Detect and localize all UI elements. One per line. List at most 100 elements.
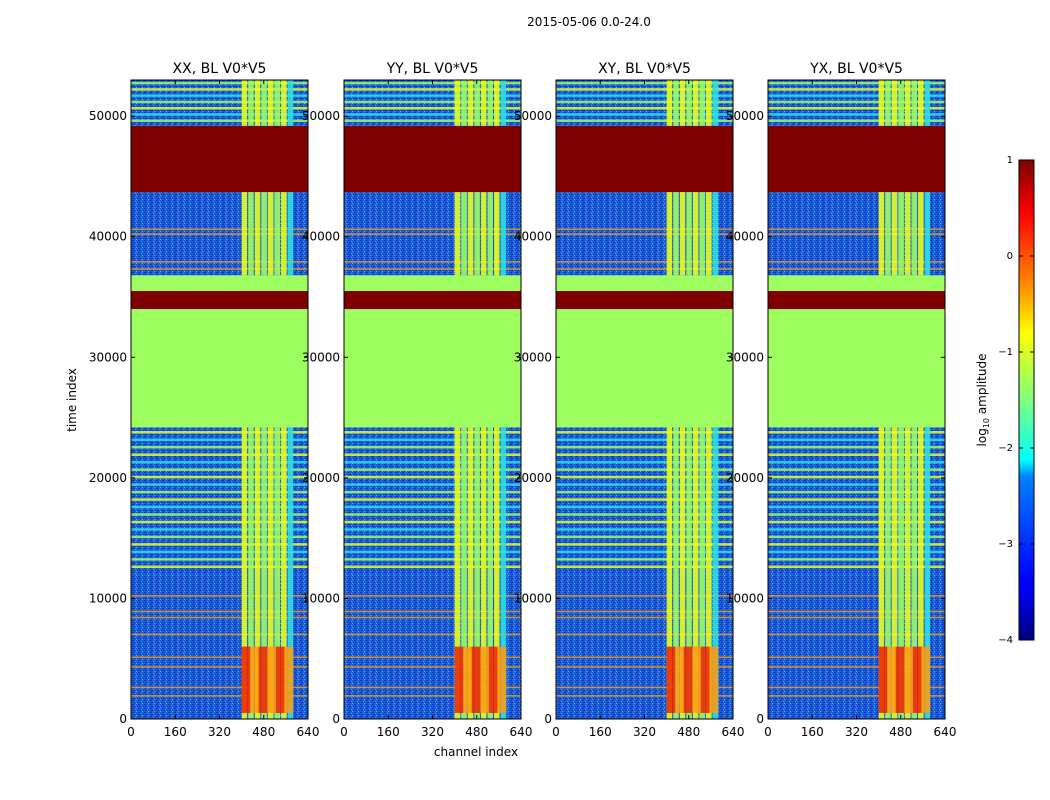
heatmap-stripe [768, 119, 945, 122]
heatmap-band [768, 275, 945, 291]
rfi-column [911, 427, 918, 719]
y-tick-label: 40000 [726, 230, 764, 244]
rfi-column [461, 192, 467, 276]
heatmap-stripe [768, 261, 945, 263]
rfi-column [267, 192, 274, 276]
heatmap-stripe [131, 106, 308, 110]
heatmap-stripe [556, 505, 733, 509]
heatmap-stripe [768, 94, 945, 97]
heatmap-stripe [556, 88, 733, 91]
heatmap-stripe [131, 610, 308, 613]
heatmap-stripe [131, 460, 308, 464]
heatmap-stripe [131, 88, 308, 91]
rfi-column [467, 80, 474, 126]
heatmap-stripe [768, 565, 945, 569]
heatmap-stripe [768, 513, 945, 516]
y-tick-label: 10000 [89, 591, 127, 605]
rfi-column [918, 427, 924, 719]
rfi-column [487, 192, 494, 276]
rfi-column [699, 192, 706, 276]
heatmap-stripe [768, 113, 945, 116]
heatmap-stripe [556, 475, 733, 479]
rfi-hot-block [878, 646, 888, 713]
heatmap-stripe [131, 633, 308, 636]
heatmap-stripe [131, 535, 308, 539]
heatmap-stripe [768, 616, 945, 619]
heatmap-stripe [556, 453, 733, 456]
x-tick-label: 320 [421, 725, 444, 739]
heatmap-band [768, 309, 945, 428]
heatmap-stripe [768, 228, 945, 231]
heatmap-stripe [344, 460, 521, 464]
heatmap-stripe [768, 610, 945, 613]
heatmap-stripe [768, 695, 945, 697]
rfi-column [706, 427, 712, 719]
heatmap-stripe [768, 498, 945, 501]
rfi-column [287, 427, 294, 719]
heatmap-stripe [131, 113, 308, 116]
heatmap-stripe [344, 475, 521, 479]
y-tick-label: 30000 [302, 350, 340, 364]
heatmap-band [556, 125, 733, 193]
heatmap-stripe [344, 233, 521, 235]
rfi-column [692, 427, 699, 719]
heatmap-stripe [768, 656, 945, 659]
y-tick-label: 30000 [514, 350, 552, 364]
heatmap-band [556, 309, 733, 428]
heatmap-stripe [556, 616, 733, 619]
rfi-hot-block [895, 646, 905, 713]
heatmap-stripe [344, 88, 521, 91]
heatmap-band [768, 290, 945, 310]
rfi-hot-block [497, 646, 507, 713]
heatmap-stripe [556, 483, 733, 486]
heatmap-stripe [131, 595, 308, 597]
rfi-hot-block [267, 646, 277, 713]
x-axis-label: channel index [434, 745, 518, 759]
y-tick-label: 20000 [302, 471, 340, 485]
rfi-column [254, 192, 261, 276]
heatmap-stripe [556, 100, 733, 104]
rfi-hot-block [471, 646, 481, 713]
heatmap-stripe [344, 543, 521, 546]
x-tick-label: 640 [297, 725, 320, 739]
heatmap-stripe [344, 595, 521, 597]
x-tick-label: 320 [633, 725, 656, 739]
rfi-column [480, 80, 487, 126]
y-tick-label: 10000 [514, 591, 552, 605]
rfi-column [474, 192, 480, 276]
rfi-column [261, 427, 267, 719]
rfi-column [692, 192, 699, 276]
panel-title: XY, BL V0*V5 [598, 61, 691, 77]
heatmap-stripe [344, 100, 521, 104]
heatmap-stripe [131, 475, 308, 479]
rfi-column [904, 192, 911, 276]
heatmap-stripe [131, 520, 308, 524]
rfi-hot-block [463, 646, 473, 713]
heatmap-stripe [344, 431, 521, 434]
heatmap-stripe [768, 505, 945, 509]
rfi-column [274, 80, 281, 126]
heatmap-band [344, 125, 521, 193]
heatmap-stripe [768, 438, 945, 442]
rfi-column [461, 80, 467, 126]
heatmap-stripe [768, 528, 945, 531]
rfi-column [692, 80, 699, 126]
rfi-column [480, 427, 487, 719]
colorbar-tick-label: −3 [998, 539, 1013, 550]
rfi-column [924, 427, 931, 719]
rfi-column [474, 80, 480, 126]
y-tick-label: 0 [756, 712, 764, 726]
heatmap-stripe [556, 113, 733, 116]
heatmap-stripe [556, 543, 733, 546]
y-tick-label: 50000 [89, 109, 127, 123]
heatmap-stripe [556, 431, 733, 434]
heatmap-stripe [131, 468, 308, 471]
x-tick-label: 480 [465, 725, 488, 739]
heatmap-panel: XX, BL V0*V5 0 160 320 480 640 0 10000 20000 3000… [89, 61, 320, 739]
x-tick-label: 320 [845, 725, 868, 739]
rfi-column [898, 80, 904, 126]
y-tick-label: 20000 [89, 471, 127, 485]
heatmap-stripe [344, 261, 521, 263]
heatmap-stripe [556, 261, 733, 263]
rfi-column [487, 427, 494, 719]
